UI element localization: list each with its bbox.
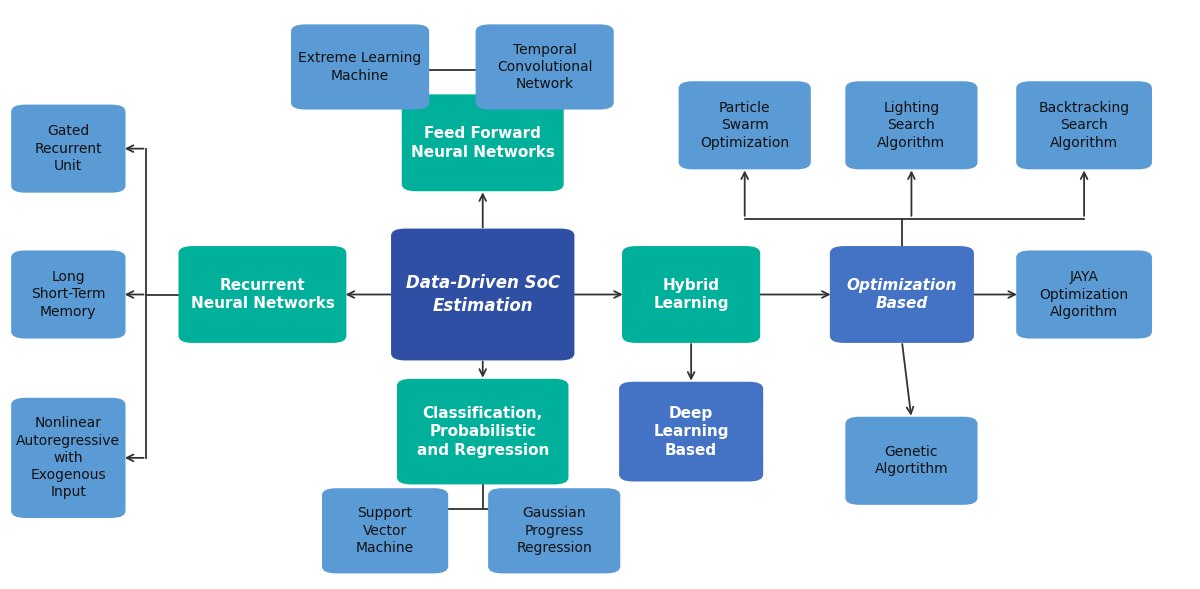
FancyBboxPatch shape bbox=[619, 382, 763, 481]
FancyBboxPatch shape bbox=[397, 379, 569, 484]
Text: Recurrent
Neural Networks: Recurrent Neural Networks bbox=[191, 277, 335, 312]
FancyBboxPatch shape bbox=[622, 246, 760, 343]
FancyBboxPatch shape bbox=[11, 398, 126, 518]
Text: Support
Vector
Machine: Support Vector Machine bbox=[356, 507, 414, 555]
FancyBboxPatch shape bbox=[475, 24, 613, 110]
FancyBboxPatch shape bbox=[488, 488, 620, 573]
Text: Extreme Learning
Machine: Extreme Learning Machine bbox=[299, 51, 421, 82]
FancyBboxPatch shape bbox=[1016, 81, 1152, 170]
Text: Nonlinear
Autoregressive
with
Exogenous
Input: Nonlinear Autoregressive with Exogenous … bbox=[17, 416, 120, 499]
Text: Particle
Swarm
Optimization: Particle Swarm Optimization bbox=[700, 101, 790, 150]
Text: Temporal
Convolutional
Network: Temporal Convolutional Network bbox=[497, 42, 593, 91]
FancyBboxPatch shape bbox=[179, 246, 347, 343]
FancyBboxPatch shape bbox=[11, 105, 126, 193]
Text: Classification,
Probabilistic
and Regression: Classification, Probabilistic and Regres… bbox=[416, 405, 548, 458]
FancyBboxPatch shape bbox=[391, 229, 575, 360]
Text: Genetic
Algortithm: Genetic Algortithm bbox=[875, 445, 948, 477]
FancyBboxPatch shape bbox=[845, 417, 978, 505]
Text: Hybrid
Learning: Hybrid Learning bbox=[653, 277, 728, 312]
Text: Data-Driven SoC
Estimation: Data-Driven SoC Estimation bbox=[406, 274, 560, 315]
FancyBboxPatch shape bbox=[845, 81, 978, 170]
Text: Lighting
Search
Algorithm: Lighting Search Algorithm bbox=[877, 101, 946, 150]
FancyBboxPatch shape bbox=[322, 488, 449, 573]
Text: Gaussian
Progress
Regression: Gaussian Progress Regression bbox=[516, 507, 592, 555]
Text: Optimization
Based: Optimization Based bbox=[847, 277, 958, 312]
FancyBboxPatch shape bbox=[679, 81, 811, 170]
FancyBboxPatch shape bbox=[830, 246, 974, 343]
FancyBboxPatch shape bbox=[292, 24, 430, 110]
Text: Long
Short-Term
Memory: Long Short-Term Memory bbox=[31, 270, 106, 319]
FancyBboxPatch shape bbox=[1016, 250, 1152, 339]
Text: JAYA
Optimization
Algorithm: JAYA Optimization Algorithm bbox=[1039, 270, 1129, 319]
FancyBboxPatch shape bbox=[11, 250, 126, 339]
Text: Deep
Learning
Based: Deep Learning Based bbox=[653, 405, 728, 458]
Text: Backtracking
Search
Algorithm: Backtracking Search Algorithm bbox=[1038, 101, 1129, 150]
Text: Gated
Recurrent
Unit: Gated Recurrent Unit bbox=[35, 124, 102, 173]
FancyBboxPatch shape bbox=[402, 94, 564, 191]
Text: Feed Forward
Neural Networks: Feed Forward Neural Networks bbox=[410, 126, 554, 160]
